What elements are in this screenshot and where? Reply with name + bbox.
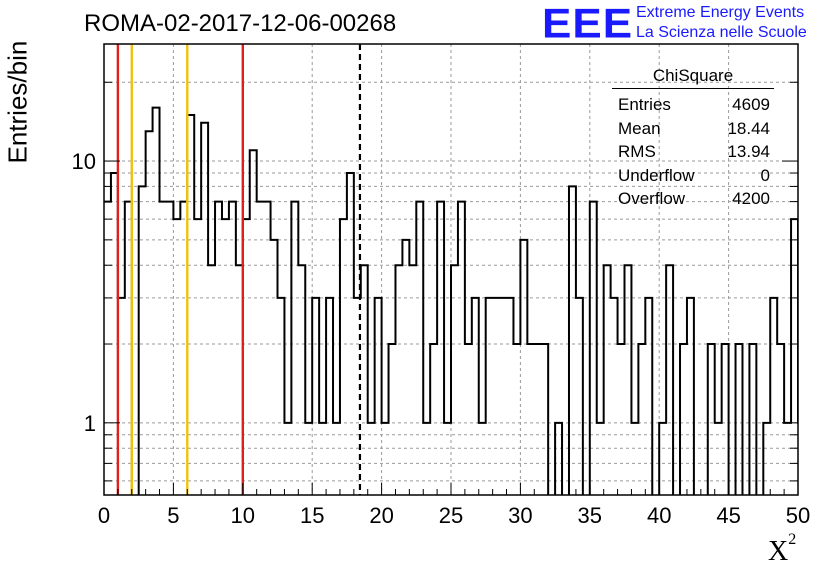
x-tick-label: 20 <box>369 503 393 528</box>
stats-title: ChiSquare <box>612 66 774 89</box>
stats-value: 4200 <box>732 189 770 208</box>
run-title: ROMA-02-2017-12-06-00268 <box>84 10 397 37</box>
x-tick-label: 30 <box>508 503 532 528</box>
x-tick-label: 5 <box>167 503 179 528</box>
x-tick-label: 25 <box>439 503 463 528</box>
stats-label: RMS <box>618 142 656 161</box>
y-axis-label: Entries/bin <box>2 40 33 164</box>
stats-row-entries: Entries 4609 <box>612 93 774 117</box>
y-tick-label: 1 <box>84 411 96 436</box>
stats-value: 13.94 <box>727 142 770 161</box>
histogram-series <box>104 106 798 495</box>
x-axis-label: X2 <box>768 530 797 567</box>
x-tick-label: 0 <box>98 503 110 528</box>
stats-value: 0 <box>760 165 770 185</box>
stats-label: Overflow <box>618 189 686 208</box>
y-tick-label: 10 <box>72 149 96 174</box>
x-tick-label: 15 <box>300 503 324 528</box>
stats-value: 18.44 <box>727 118 770 138</box>
x-tick-label: 35 <box>578 503 602 528</box>
stats-row-rms: RMS 13.94 <box>612 140 774 164</box>
stats-box: ChiSquare Entries 4609 Mean 18.44 RMS 13… <box>612 66 774 211</box>
x-tick-label: 45 <box>716 503 740 528</box>
stats-value: 4609 <box>732 95 770 114</box>
eee-logo: EEE <box>542 0 634 47</box>
stats-label: Underflow <box>618 165 695 185</box>
stats-label: Entries <box>618 95 671 114</box>
x-tick-label: 40 <box>647 503 671 528</box>
logo-caption-line1: Extreme Energy Events <box>636 4 805 21</box>
stats-label: Mean <box>618 118 661 138</box>
logo-caption-line2: La Scienza nelle Scuole <box>636 24 807 41</box>
x-tick-label: 50 <box>786 503 810 528</box>
stats-row-mean: Mean 18.44 <box>612 117 774 141</box>
stats-row-underflow: Underflow 0 <box>612 164 774 188</box>
stats-row-overflow: Overflow 4200 <box>612 187 774 211</box>
x-tick-label: 10 <box>231 503 255 528</box>
